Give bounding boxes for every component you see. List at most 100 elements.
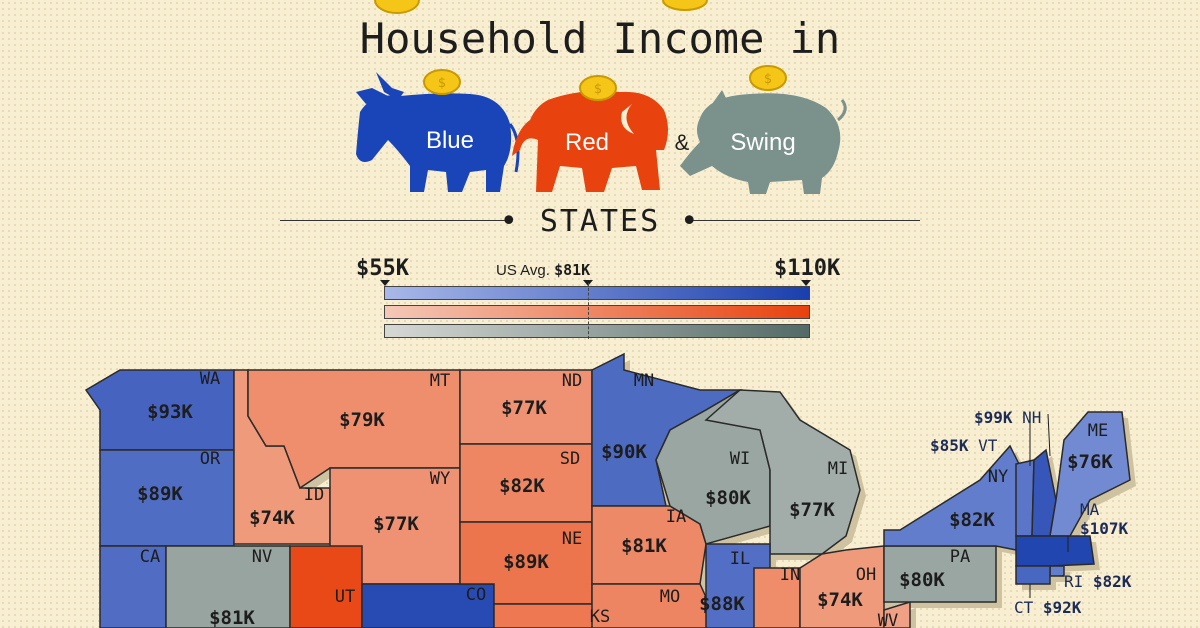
nh-value: $99K — [974, 408, 1013, 427]
ne-label-ct: CT $92K — [1014, 598, 1081, 617]
state-value-or: $89K — [137, 483, 183, 505]
red-scale-bar — [384, 305, 810, 319]
state-value-ny: $82K — [949, 509, 995, 531]
vt-value: $85K — [930, 436, 969, 455]
state-ca — [99, 545, 167, 628]
ct-abbr: CT — [1014, 598, 1034, 617]
state-mo — [591, 583, 721, 628]
state-wv — [883, 600, 911, 628]
ne-label-ma: MA $107K — [1080, 500, 1128, 538]
elephant-icon: $ — [512, 75, 668, 192]
avg-dashed-line — [588, 283, 589, 339]
nh-abbr: NH — [1022, 408, 1042, 427]
state-ks — [493, 603, 611, 628]
avg-prefix: US Avg. — [496, 262, 550, 279]
state-ri — [1049, 565, 1065, 577]
state-abbr-mo: MO — [660, 587, 680, 607]
state-value-nv: $81K — [209, 607, 255, 628]
state-value-wy: $77K — [373, 513, 419, 535]
divider-right — [690, 220, 920, 221]
state-value-mt: $79K — [339, 409, 385, 431]
svg-text:$: $ — [594, 82, 602, 97]
pig-icon: $ — [680, 65, 847, 194]
state-value-wi: $80K — [705, 487, 751, 509]
min-marker-icon — [380, 280, 390, 286]
states-text: STATES — [539, 204, 661, 239]
state-abbr-co: CO — [466, 585, 486, 605]
state-abbr-wi: WI — [730, 449, 750, 469]
state-abbr-il: IL — [730, 549, 750, 569]
state-vt — [1015, 459, 1035, 537]
state-nv — [165, 545, 291, 628]
state-ma — [1015, 535, 1095, 567]
state-value-ia: $81K — [621, 535, 667, 557]
avg-value: $81K — [554, 261, 591, 279]
ne-label-vt: $85K VT — [930, 436, 997, 455]
coin-icon — [374, 0, 708, 14]
blue-scale-bar — [384, 286, 810, 300]
svg-text:$: $ — [438, 76, 446, 91]
vt-abbr: VT — [978, 436, 998, 455]
state-abbr-wy: WY — [430, 469, 450, 489]
ct-value: $92K — [1042, 598, 1082, 617]
state-abbr-sd: SD — [560, 449, 580, 469]
state-abbr-wv: WV — [878, 611, 898, 628]
state-abbr-nd: ND — [562, 371, 582, 391]
state-ny — [883, 444, 1023, 551]
state-abbr-ia: IA — [666, 507, 686, 527]
swing-scale-bar — [384, 324, 810, 338]
state-abbr-ne: NE — [562, 529, 582, 549]
state-abbr-pa: PA — [950, 547, 970, 567]
state-value-mi: $77K — [789, 499, 835, 521]
state-abbr-or: OR — [200, 449, 221, 469]
divider-left — [280, 220, 510, 221]
scale-max-label: $110K — [774, 256, 841, 281]
state-abbr-in: IN — [780, 565, 800, 585]
donkey-icon: $ — [356, 69, 520, 192]
state-abbr-mt: MT — [430, 371, 450, 391]
scale-avg-label: US Avg. $81K — [496, 261, 590, 279]
ma-value: $107K — [1080, 519, 1129, 538]
state-abbr-oh: OH — [856, 565, 876, 585]
state-value-mn: $90K — [601, 441, 647, 463]
ampersand: & — [675, 130, 690, 155]
svg-text:$: $ — [764, 72, 772, 87]
state-abbr-mi: MI — [828, 459, 848, 479]
leader-line — [1047, 413, 1051, 457]
ne-label-nh: $99K NH — [974, 408, 1041, 427]
swing-label: Swing — [730, 129, 795, 156]
state-abbr-me: ME — [1088, 421, 1108, 441]
state-value-ne: $89K — [503, 551, 549, 573]
ri-abbr: RI — [1064, 572, 1084, 591]
state-value-wa: $93K — [147, 401, 193, 423]
state-in — [753, 567, 801, 628]
ne-label-ri: RI $82K — [1064, 572, 1131, 591]
ri-value: $82K — [1092, 572, 1132, 591]
state-value-sd: $82K — [499, 475, 545, 497]
blue-label: Blue — [426, 127, 474, 154]
state-value-pa: $80K — [899, 569, 945, 591]
state-abbr-ut: UT — [335, 587, 355, 607]
max-marker-icon — [801, 280, 811, 286]
scale-min-label: $55K — [356, 256, 409, 281]
us-map: WA $93K OR $89K CA ID $74K NV $81K MT $79K WY $77K UT… — [84, 352, 1136, 628]
state-value-me: $76K — [1067, 451, 1113, 473]
state-abbr-wa: WA — [200, 369, 220, 389]
state-value-oh: $74K — [817, 589, 863, 611]
state-abbr-ny: NY — [988, 467, 1008, 487]
states-heading: • STATES • — [499, 204, 701, 239]
party-mascots: $ $ $ Blue Red & Swing — [356, 0, 847, 194]
state-co — [361, 583, 495, 628]
page-title: Household Income in — [359, 14, 841, 63]
state-abbr-ca: CA — [140, 547, 160, 567]
ma-abbr: MA — [1080, 500, 1100, 519]
state-abbr-id: ID — [304, 485, 324, 505]
state-abbr-ks: KS — [590, 607, 610, 627]
state-mi — [704, 389, 861, 555]
state-abbr-mn: MN — [634, 371, 654, 391]
state-abbr-nv: NV — [252, 547, 272, 567]
red-label: Red — [565, 129, 609, 156]
state-value-il: $88K — [699, 593, 745, 615]
state-value-nd: $77K — [501, 397, 547, 419]
state-ct — [1015, 565, 1051, 585]
